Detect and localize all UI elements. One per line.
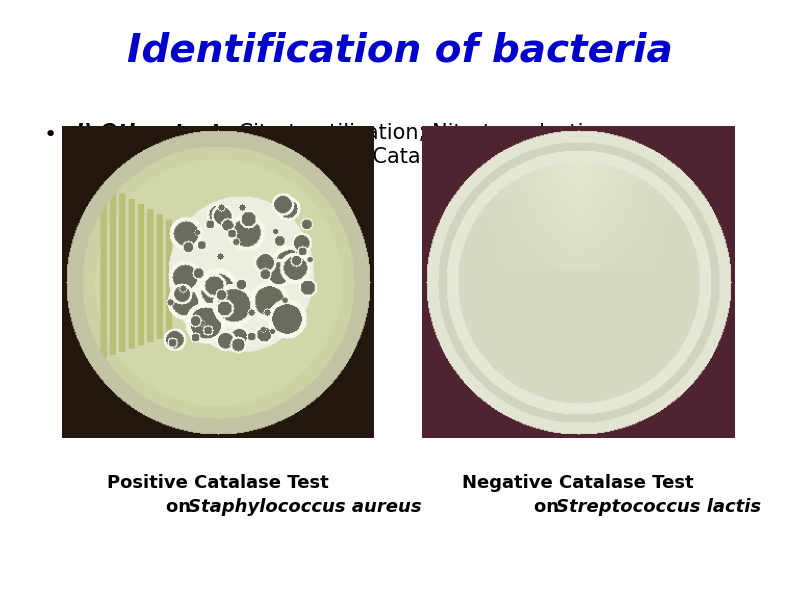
Text: reactions.: reactions.: [68, 171, 170, 191]
Text: Methyl red test; Urease test; Catalase test; Oxidase: Methyl red test; Urease test; Catalase t…: [68, 147, 608, 167]
Text: Positive Catalase Test: Positive Catalase Test: [107, 474, 329, 492]
Text: Streptococcus lactis: Streptococcus lactis: [555, 498, 761, 516]
Text: •: •: [44, 125, 58, 145]
Text: Negative Catalase Test: Negative Catalase Test: [462, 474, 694, 492]
Text: Identification of bacteria: Identification of bacteria: [127, 32, 673, 70]
Text: Citrate utilization; Nitrate reduction;: Citrate utilization; Nitrate reduction;: [232, 123, 616, 143]
Text: d) Other tests:: d) Other tests:: [68, 123, 242, 143]
Text: on: on: [166, 498, 198, 516]
Text: Staphylococcus aureus: Staphylococcus aureus: [188, 498, 422, 516]
Text: on: on: [534, 498, 566, 516]
